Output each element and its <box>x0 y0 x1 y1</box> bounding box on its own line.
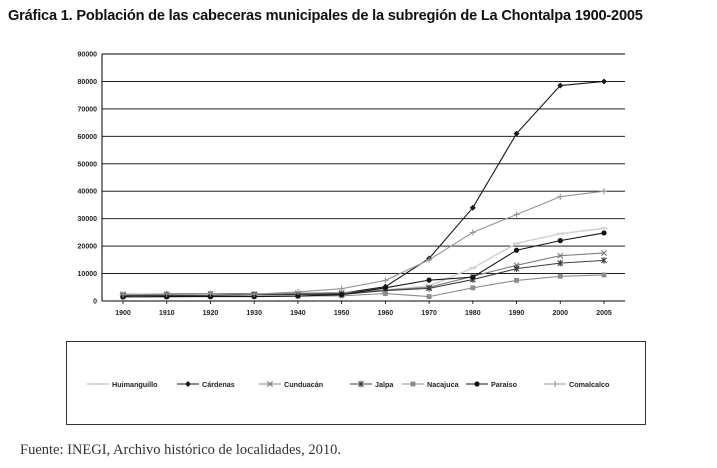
legend-swatch-jalpa <box>350 380 372 388</box>
y-tick-label: 90000 <box>78 52 98 59</box>
y-tick-label: 50000 <box>78 161 98 168</box>
data-point-comalcalco <box>601 188 607 195</box>
data-point-nacajuca <box>601 272 607 278</box>
data-point-comalcalco <box>163 290 170 297</box>
data-point-comalcalco <box>294 288 301 295</box>
legend-label: Comalcalco <box>569 379 610 389</box>
legend-swatch-cunduacan <box>259 380 281 388</box>
legend-swatch-nacajuca <box>402 381 424 387</box>
data-point-nacajuca <box>382 291 388 296</box>
chart-title: Gráfica 1. Población de las cabeceras mu… <box>8 8 643 24</box>
x-tick-label: 1930 <box>246 310 262 317</box>
data-point-paraiso <box>601 230 607 236</box>
chart-plot: 0 10000 20000 30000 40000 50000 60000 70000 8000… <box>78 52 625 317</box>
data-point-nacajuca <box>470 285 476 291</box>
legend-marker <box>185 381 191 387</box>
y-tick-label: 20000 <box>78 244 98 251</box>
data-point-comalcalco <box>557 193 564 200</box>
legend-marker <box>410 381 416 387</box>
line-chart: 0 10000 20000 30000 40000 50000 60000 70000 8000… <box>66 41 646 324</box>
data-point-jalpa <box>601 257 607 264</box>
data-point-jalpa <box>513 265 520 272</box>
series-line-jalpa <box>123 259 605 297</box>
data-point-cardenas <box>469 204 476 211</box>
series-line-comalcalco <box>122 190 605 296</box>
legend-swatch-paraiso <box>466 381 488 387</box>
data-point-comalcalco <box>207 290 214 297</box>
x-tick-label: 1920 <box>203 310 219 317</box>
legend-swatch-comalcalco <box>544 381 566 387</box>
y-tick-label: 40000 <box>78 189 98 196</box>
data-point-cunduacan <box>557 252 564 259</box>
data-point-paraiso <box>470 274 476 280</box>
data-point-comalcalco <box>251 291 258 298</box>
legend-item-nacajuca: Nacajuca <box>402 377 459 391</box>
y-tick-label: 10000 <box>78 271 98 278</box>
data-point-comalcalco <box>513 211 520 218</box>
y-tick-label: 60000 <box>78 134 98 141</box>
x-tick-label: 1980 <box>465 310 481 317</box>
legend-item-comalcalco: Comalcalco <box>544 377 609 391</box>
data-point-cardenas <box>557 82 564 89</box>
x-tick-label: 1910 <box>159 310 175 317</box>
x-tick-label: 2005 <box>596 310 612 317</box>
y-tick-label: 80000 <box>78 79 98 86</box>
source-note: Fuente: INEGI, Archivo histórico de loca… <box>20 442 341 458</box>
data-point-comalcalco <box>120 291 126 298</box>
data-point-jalpa <box>426 285 433 292</box>
data-point-comalcalco <box>382 277 389 284</box>
x-tick-label: 1990 <box>509 310 525 317</box>
legend-item-jalpa: Jalpa <box>350 377 393 391</box>
data-point-paraiso <box>426 277 432 283</box>
data-point-paraiso <box>513 247 520 253</box>
legend-item-cunduacan: Cunduacán <box>259 377 323 391</box>
data-point-cardenas <box>513 130 520 137</box>
legend-label: Paraíso <box>491 379 517 389</box>
legend-label: Jalpa <box>375 379 394 389</box>
y-tick-label: 30000 <box>78 216 98 223</box>
x-tick-label: 1900 <box>115 310 131 317</box>
data-point-comalcalco <box>426 256 433 263</box>
chart-legend: Huimanguillo Cárdenas Cunduacán Jalpa Nacaju… <box>66 341 646 425</box>
data-point-paraiso <box>295 293 301 299</box>
data-point-jalpa <box>557 259 564 267</box>
legend-marker <box>358 380 364 388</box>
x-tick-label: 1950 <box>334 310 350 317</box>
data-point-cardenas <box>601 78 607 85</box>
series-comalcalco <box>120 188 607 298</box>
legend-label: Cárdenas <box>202 379 235 389</box>
data-point-cunduacan <box>600 249 608 256</box>
data-point-nacajuca <box>426 294 432 300</box>
legend-marker <box>552 381 558 387</box>
legend-item-cardenas: Cárdenas <box>177 377 235 391</box>
x-tick-label: 1970 <box>421 310 437 317</box>
legend-swatch-cardenas <box>177 381 199 387</box>
data-point-comalcalco <box>469 229 476 236</box>
legend-label: Cunduacán <box>284 379 324 389</box>
data-point-paraiso <box>339 292 345 298</box>
y-tick-label: 70000 <box>78 106 98 113</box>
data-point-nacajuca <box>514 278 519 283</box>
data-point-paraiso <box>382 285 388 291</box>
series-line-paraiso <box>122 232 605 298</box>
series-paraiso <box>120 230 607 300</box>
legend-marker <box>266 380 274 388</box>
legend-marker <box>474 381 480 387</box>
legend-swatch-huimanguillo <box>87 383 109 385</box>
x-tick-label: 2000 <box>552 310 568 317</box>
data-point-paraiso <box>207 294 214 300</box>
data-point-paraiso <box>557 238 563 244</box>
series-jalpa <box>120 257 607 299</box>
legend-item-paraiso: Paraíso <box>466 377 517 391</box>
data-point-nacajuca <box>557 273 563 279</box>
legend-label: Huimanguillo <box>112 379 158 389</box>
y-tick-label: 0 <box>93 299 97 306</box>
data-point-comalcalco <box>338 285 345 292</box>
x-tick-label: 1940 <box>290 310 306 317</box>
legend-item-huimanguillo: Huimanguillo <box>87 377 158 391</box>
series-line-cardenas <box>122 80 605 297</box>
legend-label: Nacajuca <box>427 379 459 389</box>
x-tick-label: 1960 <box>378 310 394 317</box>
